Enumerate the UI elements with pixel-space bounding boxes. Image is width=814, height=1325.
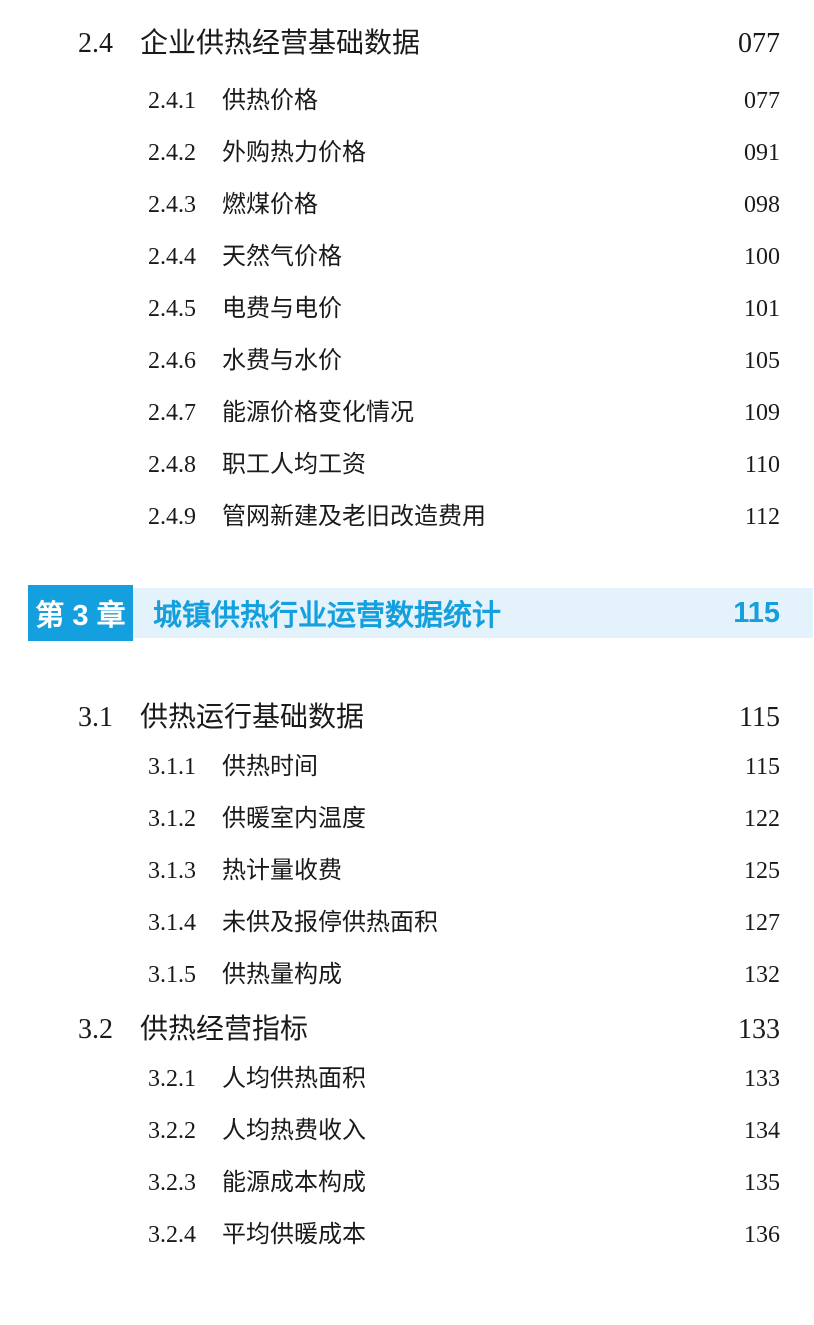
toc-entry-2-4-4[interactable]: 2.4.4 天然气价格 100 (0, 242, 814, 272)
toc-entry-title: 未供及报停供热面积 (222, 910, 438, 936)
toc-entry-2-4-8[interactable]: 2.4.8 职工人均工资 110 (0, 450, 814, 480)
toc-entry-title: 供热运行基础数据 (140, 702, 365, 733)
toc-entry-page: 127 (744, 910, 780, 936)
toc-entry-number: 3.2 (78, 1014, 113, 1045)
toc-entry-title: 平均供暖成本 (222, 1222, 366, 1248)
toc-entry-page: 125 (744, 858, 780, 884)
toc-entry-2-4-7[interactable]: 2.4.7 能源价格变化情况 109 (0, 398, 814, 428)
toc-entry-title: 燃煤价格 (222, 192, 318, 218)
toc-entry-title: 水费与水价 (222, 348, 342, 374)
chapter-page-number: 115 (733, 596, 780, 629)
toc-entry-title: 管网新建及老旧改造费用 (222, 504, 486, 530)
toc-entry-2-4-5[interactable]: 2.4.5 电费与电价 101 (0, 294, 814, 324)
toc-entry-2-4-3[interactable]: 2.4.3 燃煤价格 098 (0, 190, 814, 220)
chapter-3-heading[interactable]: 第 3 章 城镇供热行业运营数据统计 115 (28, 585, 813, 641)
toc-entry-number: 3.1.3 (148, 858, 196, 884)
toc-entry-page: 077 (738, 28, 780, 59)
toc-entry-page: 091 (744, 140, 780, 166)
toc-entry-number: 3.2.1 (148, 1066, 196, 1092)
toc-entry-number: 2.4.3 (148, 192, 196, 218)
toc-entry-3-1-3[interactable]: 3.1.3 热计量收费 125 (0, 856, 814, 886)
toc-entry-page: 109 (744, 400, 780, 426)
toc-entry-3-2-1[interactable]: 3.2.1 人均供热面积 133 (0, 1064, 814, 1094)
toc-entry-3-1-5[interactable]: 3.1.5 供热量构成 132 (0, 960, 814, 990)
toc-entry-title: 供暖室内温度 (222, 806, 366, 832)
toc-entry-page: 122 (744, 806, 780, 832)
toc-entry-number: 3.2.4 (148, 1222, 196, 1248)
toc-entry-number: 3.1.4 (148, 910, 196, 936)
toc-entry-3-1-4[interactable]: 3.1.4 未供及报停供热面积 127 (0, 908, 814, 938)
toc-entry-page: 132 (744, 962, 780, 988)
toc-entry-page: 133 (738, 1014, 780, 1045)
toc-entry-number: 3.1.2 (148, 806, 196, 832)
toc-entry-title: 外购热力价格 (222, 140, 366, 166)
toc-entry-number: 2.4 (78, 28, 113, 59)
toc-entry-number: 2.4.7 (148, 400, 196, 426)
toc-entry-3-2-4[interactable]: 3.2.4 平均供暖成本 136 (0, 1220, 814, 1250)
toc-entry-page: 077 (744, 88, 780, 114)
toc-entry-title: 供热时间 (222, 754, 318, 780)
toc-entry-3-2-2[interactable]: 3.2.2 人均热费收入 134 (0, 1116, 814, 1146)
toc-entry-number: 2.4.4 (148, 244, 196, 270)
chapter-number-label: 第 3 章 (35, 600, 126, 632)
toc-entry-page: 101 (744, 296, 780, 322)
toc-entry-page: 110 (744, 452, 780, 478)
toc-entry-page: 134 (744, 1118, 780, 1144)
toc-entry-title: 人均供热面积 (222, 1066, 366, 1092)
toc-entry-section-3-1[interactable]: 3.1 供热运行基础数据 115 (0, 700, 814, 736)
toc-entry-page: 133 (744, 1066, 780, 1092)
toc-entry-title: 供热量构成 (222, 962, 342, 988)
toc-entry-page: 136 (744, 1222, 780, 1248)
toc-entry-number: 2.4.6 (148, 348, 196, 374)
toc-entry-title: 热计量收费 (222, 858, 342, 884)
toc-entry-title: 人均热费收入 (222, 1118, 366, 1144)
toc-entry-title: 职工人均工资 (222, 452, 366, 478)
toc-entry-3-1-2[interactable]: 3.1.2 供暖室内温度 122 (0, 804, 814, 834)
toc-entry-title: 供热经营指标 (140, 1014, 309, 1045)
toc-entry-page: 135 (744, 1170, 780, 1196)
toc-entry-number: 2.4.2 (148, 140, 196, 166)
toc-entry-2-4-1[interactable]: 2.4.1 供热价格 077 (0, 86, 814, 116)
toc-entry-3-2-3[interactable]: 3.2.3 能源成本构成 135 (0, 1168, 814, 1198)
toc-entry-title: 企业供热经营基础数据 (140, 28, 421, 59)
toc-entry-number: 2.4.5 (148, 296, 196, 322)
toc-entry-number: 2.4.8 (148, 452, 196, 478)
toc-entry-title: 供热价格 (222, 88, 318, 114)
toc-entry-number: 3.1.1 (148, 754, 196, 780)
toc-entry-section-2-4[interactable]: 2.4 企业供热经营基础数据 077 (0, 26, 814, 62)
toc-entry-number: 3.2.3 (148, 1170, 196, 1196)
toc-entry-page: 115 (744, 754, 780, 780)
toc-entry-page: 098 (744, 192, 780, 218)
chapter-number-badge: 第 3 章 (28, 585, 133, 641)
toc-entry-title: 能源成本构成 (222, 1170, 366, 1196)
toc-entry-2-4-2[interactable]: 2.4.2 外购热力价格 091 (0, 138, 814, 168)
toc-entry-title: 天然气价格 (222, 244, 342, 270)
toc-entry-number: 3.2.2 (148, 1118, 196, 1144)
toc-entry-title: 能源价格变化情况 (222, 400, 414, 426)
toc-entry-page: 105 (744, 348, 780, 374)
toc-entry-2-4-6[interactable]: 2.4.6 水费与水价 105 (0, 346, 814, 376)
chapter-title: 城镇供热行业运营数据统计 (153, 600, 502, 632)
toc-entry-number: 2.4.1 (148, 88, 196, 114)
toc-entry-section-3-2[interactable]: 3.2 供热经营指标 133 (0, 1012, 814, 1048)
toc-entry-title: 电费与电价 (222, 296, 342, 322)
toc-entry-3-1-1[interactable]: 3.1.1 供热时间 115 (0, 752, 814, 782)
toc-entry-page: 112 (744, 504, 780, 530)
toc-entry-number: 2.4.9 (148, 504, 196, 530)
toc-entry-page: 115 (739, 702, 780, 733)
toc-entry-2-4-9[interactable]: 2.4.9 管网新建及老旧改造费用 112 (0, 502, 814, 532)
toc-entry-number: 3.1.5 (148, 962, 196, 988)
toc-entry-number: 3.1 (78, 702, 113, 733)
toc-entry-page: 100 (744, 244, 780, 270)
